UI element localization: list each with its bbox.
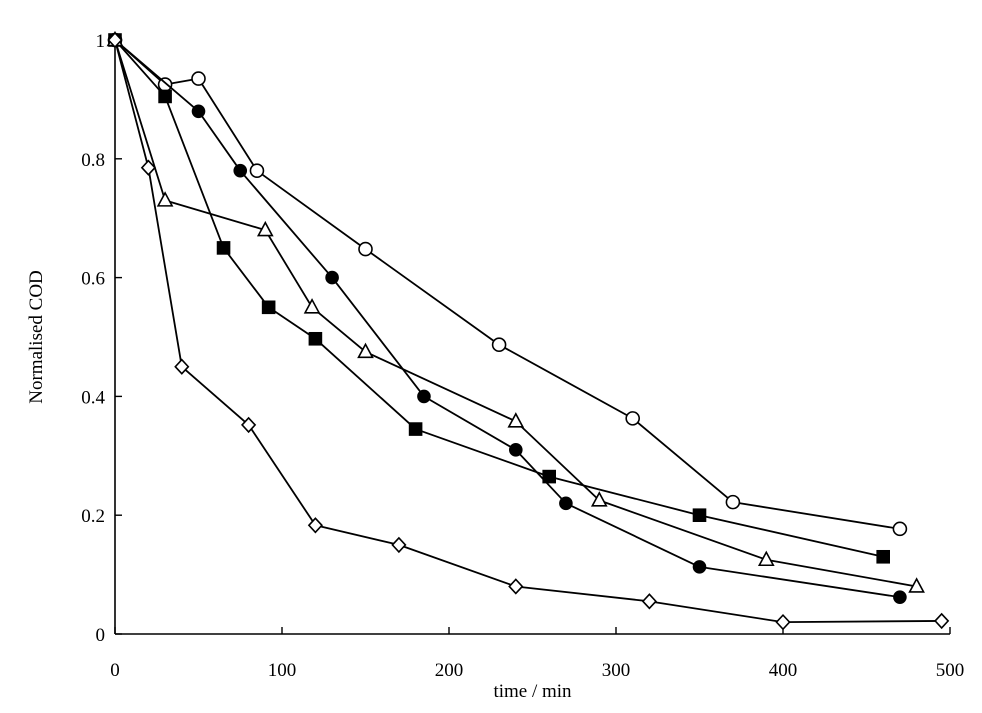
y-ticks: 0 0.2 0.4 0.6 0.8 1: [81, 31, 122, 646]
data-point: [692, 508, 707, 523]
data-point: [507, 412, 525, 428]
data-point: [308, 331, 323, 346]
series-filled-square: [108, 33, 891, 564]
data-point: [934, 612, 950, 630]
plot-area: 0 100 200 300 400 500 0 0.2 0.4 0.6 0.8 1: [81, 30, 964, 681]
data-point: [893, 590, 907, 604]
data-point: [216, 241, 231, 255]
series-line: [114, 39, 884, 558]
data-point: [775, 613, 791, 631]
data-point: [757, 550, 775, 567]
data-point: [876, 549, 891, 564]
data-point: [408, 422, 423, 436]
series-line: [114, 39, 901, 530]
data-point: [303, 298, 321, 314]
data-point: [559, 496, 573, 511]
data-point: [191, 104, 206, 119]
data-point: [107, 31, 123, 49]
data-point: [241, 416, 257, 434]
data-point: [641, 593, 657, 610]
data-point: [508, 443, 523, 457]
x-tick-label: 200: [435, 660, 464, 681]
data-point: [256, 220, 274, 237]
data-point: [249, 163, 265, 178]
data-point: [391, 536, 407, 554]
data-point: [191, 71, 206, 86]
data-point: [542, 469, 557, 484]
data-point: [491, 337, 507, 353]
data-point: [158, 89, 172, 104]
data-point: [357, 342, 374, 359]
x-tick-label: 100: [268, 660, 297, 681]
data-point: [908, 577, 925, 593]
y-tick-label: 0: [96, 625, 106, 646]
series-line: [114, 39, 901, 599]
x-tick-label: 500: [936, 660, 965, 681]
x-tick-label: 400: [769, 660, 798, 681]
data-point: [307, 517, 323, 534]
data-point: [417, 389, 431, 404]
series-line: [114, 39, 917, 588]
series-layer: [106, 30, 950, 631]
y-tick-label: 0.2: [81, 506, 105, 527]
data-point: [140, 159, 156, 176]
data-point: [358, 241, 373, 257]
data-point: [233, 163, 248, 178]
x-axis-label: time / min: [493, 681, 572, 702]
x-tick-label: 300: [602, 660, 631, 681]
y-tick-label: 1: [96, 31, 106, 52]
y-tick-label: 0.8: [81, 150, 105, 171]
data-point: [174, 358, 190, 375]
data-point: [625, 411, 641, 426]
data-point: [261, 300, 276, 315]
series-filled-circle: [108, 33, 907, 604]
data-point: [156, 191, 174, 207]
data-point: [692, 560, 707, 574]
y-tick-label: 0.6: [81, 269, 105, 290]
series-open-circle: [107, 32, 908, 537]
series-open-triangle: [106, 30, 925, 593]
series-open-diamond: [107, 31, 950, 631]
x-tick-label: 0: [110, 660, 120, 681]
data-point: [590, 491, 608, 507]
data-point: [892, 521, 908, 537]
data-point: [325, 270, 339, 285]
data-point: [725, 494, 741, 510]
data-point: [508, 578, 524, 595]
y-tick-label: 0.4: [81, 387, 105, 408]
y-axis-label: Normalised COD: [26, 270, 47, 404]
x-ticks: 0 100 200 300 400 500: [110, 627, 964, 681]
series-line: [114, 39, 942, 624]
